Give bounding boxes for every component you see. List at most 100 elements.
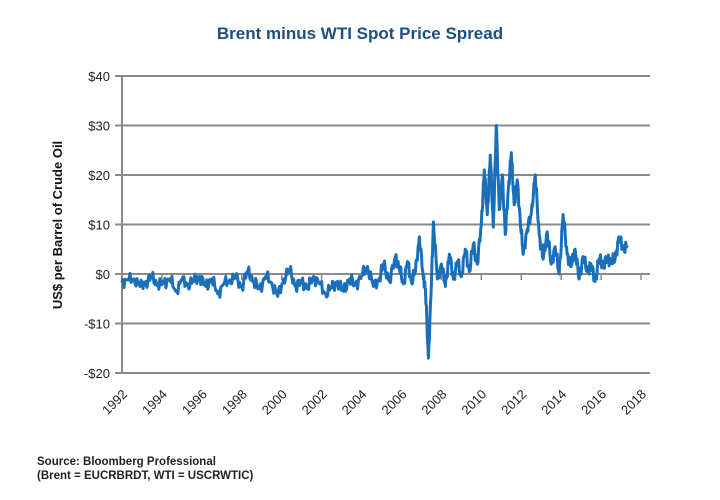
data-point <box>533 173 537 177</box>
data-point <box>500 173 504 177</box>
data-point <box>545 230 549 234</box>
data-point <box>463 247 467 251</box>
source-line-1: Source: Bloomberg Professional <box>37 456 216 468</box>
data-point <box>581 255 585 259</box>
data-point <box>378 276 381 280</box>
x-tick-label: 2008 <box>418 387 449 418</box>
data-point <box>521 252 525 256</box>
data-point <box>561 213 565 217</box>
data-point <box>573 247 577 251</box>
y-tick-label: $40 <box>88 69 110 84</box>
data-point <box>192 280 196 283</box>
x-tick-label: 2016 <box>578 387 609 418</box>
data-point <box>180 278 184 282</box>
data-point <box>625 245 629 249</box>
data-point <box>435 277 439 281</box>
x-tick-label: 2018 <box>618 387 649 418</box>
data-point <box>430 282 433 286</box>
data-point <box>330 286 333 290</box>
data-point <box>234 276 238 280</box>
data-point <box>605 257 609 261</box>
data-point <box>427 356 430 360</box>
y-axis-ticks: $40 $30 $20 $10 $0 -$10 -$20 <box>84 69 110 381</box>
data-point <box>306 287 310 291</box>
data-point <box>162 281 166 285</box>
data-point <box>491 225 495 229</box>
x-tick-label: 2002 <box>299 387 330 418</box>
y-tick-label: -$10 <box>84 317 110 332</box>
data-point <box>494 124 498 127</box>
data-point <box>132 277 136 281</box>
data-point <box>585 270 589 273</box>
data-point <box>348 277 351 281</box>
data-point <box>342 289 345 293</box>
data-point <box>360 275 363 278</box>
data-point <box>512 203 516 207</box>
data-point <box>589 262 593 266</box>
data-point <box>372 284 375 288</box>
data-point <box>541 257 545 261</box>
y-tick-label: -$20 <box>84 366 110 381</box>
data-point <box>382 262 385 266</box>
data-point <box>451 277 455 281</box>
data-point <box>447 252 451 256</box>
y-tick-label: $0 <box>96 267 110 282</box>
data-point <box>609 260 613 264</box>
data-point <box>138 284 142 288</box>
data-point <box>569 265 573 268</box>
data-point <box>506 188 510 192</box>
y-tick-label: $30 <box>88 119 110 134</box>
data-point <box>156 282 160 286</box>
data-point <box>509 151 513 155</box>
data-point <box>398 267 401 271</box>
data-point <box>443 284 447 288</box>
x-tick-label: 1992 <box>99 387 130 418</box>
data-point <box>402 282 405 286</box>
data-point <box>204 284 208 288</box>
data-point <box>479 223 483 226</box>
data-point <box>264 275 268 278</box>
data-point <box>366 265 369 268</box>
data-point <box>186 282 190 286</box>
data-point <box>198 275 202 278</box>
data-point <box>394 255 397 259</box>
y-tick-label: $20 <box>88 168 110 183</box>
data-point <box>482 168 486 172</box>
data-point <box>174 289 178 293</box>
data-point <box>424 287 427 291</box>
data-point <box>432 220 435 224</box>
data-point <box>439 262 443 266</box>
x-axis-ticks: 1992 1994 1996 1998 2000 2002 2004 2006 2008 2010… <box>99 274 649 418</box>
data-point <box>300 280 304 283</box>
data-point <box>577 277 581 281</box>
data-point <box>210 277 214 281</box>
data-point <box>503 233 507 236</box>
data-point <box>471 242 475 246</box>
data-point <box>488 153 492 157</box>
y-axis-title: US$ per Barrel of Crude Oil <box>50 141 65 309</box>
x-tick-label: 2000 <box>259 387 290 418</box>
data-point <box>120 280 124 283</box>
data-point <box>324 292 328 296</box>
gridlines <box>115 75 650 374</box>
data-point <box>276 294 280 298</box>
data-point <box>246 270 250 273</box>
data-point <box>414 270 417 273</box>
data-point <box>336 280 339 283</box>
data-point <box>485 213 489 217</box>
data-point <box>410 280 413 283</box>
data-point <box>537 233 541 236</box>
data-point <box>601 262 605 266</box>
x-tick-label: 2012 <box>498 387 529 418</box>
data-point <box>617 235 621 239</box>
data-point <box>515 178 519 182</box>
source-line-2: (Brent = EUCRBRDT, WTI = USCRWTIC) <box>37 470 254 482</box>
x-tick-label: 2004 <box>339 387 370 418</box>
data-point <box>282 277 286 281</box>
data-point <box>252 280 256 283</box>
x-tick-label: 2006 <box>379 387 410 418</box>
data-point <box>294 284 298 288</box>
data-point <box>529 213 533 217</box>
data-point <box>318 282 322 286</box>
